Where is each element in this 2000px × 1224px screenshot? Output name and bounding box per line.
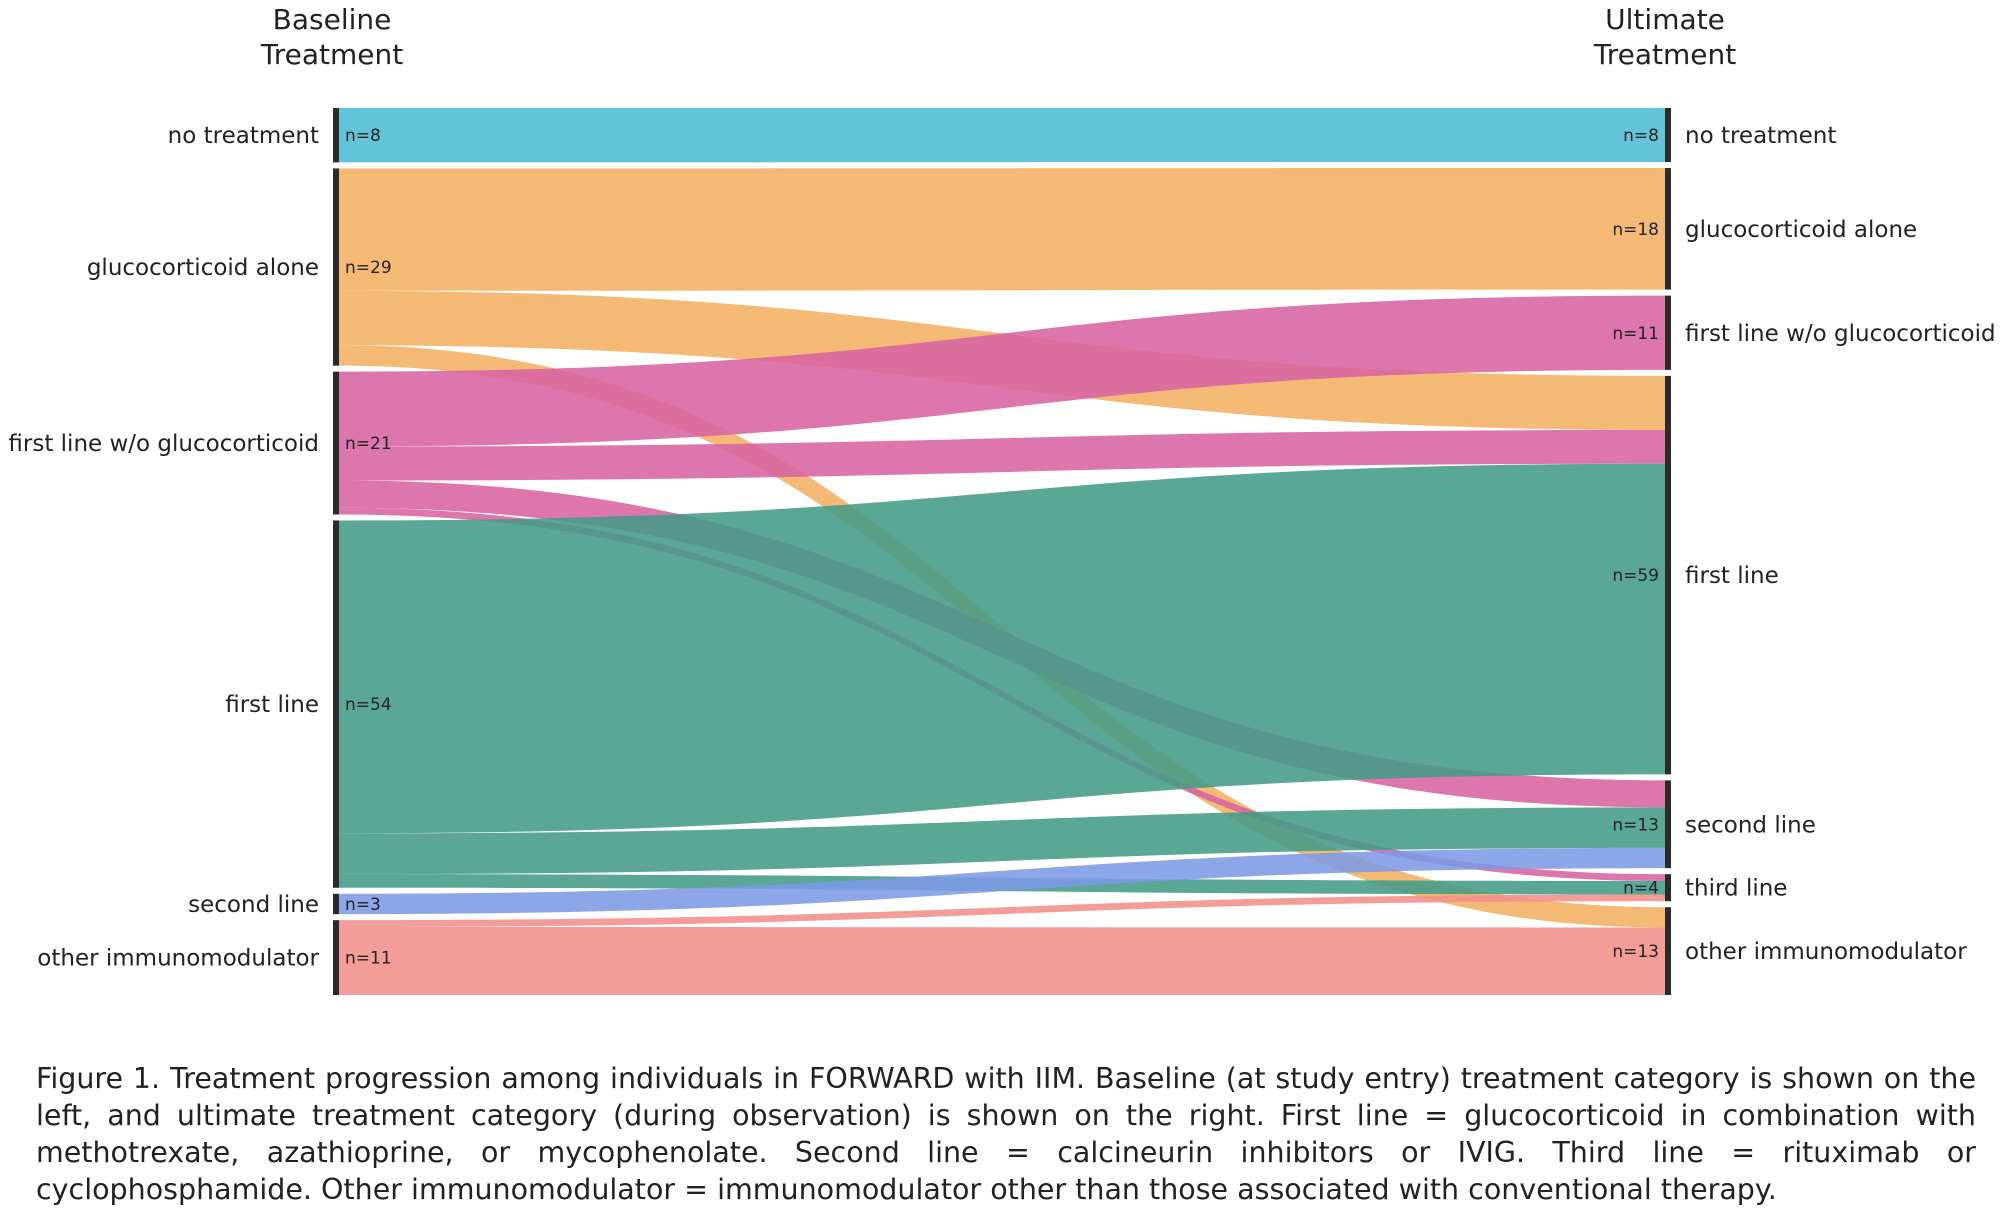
flow-first-line-w-o-glucocorticoid-to-first-line <box>339 429 1665 481</box>
flow-glucocorticoid-alone-to-glucocorticoid-alone <box>339 168 1665 291</box>
right-node-bar-glucocorticoid-alone <box>1665 168 1671 290</box>
left-node-label-no-treatment: no treatment <box>168 123 319 149</box>
right-title-line-2: Treatment <box>1593 38 1736 71</box>
flow-second-line-to-second-line <box>339 847 1665 915</box>
sankey-figure: Baseline Treatment Ultimate Treatment no… <box>8 3 1996 1206</box>
left-node-label-other-immunomodulator: other immunomodulator <box>37 946 319 972</box>
right-node-label-third-line: third line <box>1685 876 1787 902</box>
left-node-count-second-line: n=3 <box>345 895 381 915</box>
right-node-count-other-immunomodulator: n=13 <box>1612 942 1659 962</box>
left-node-count-first-line: n=54 <box>345 695 392 715</box>
right-node-count-second-line: n=13 <box>1612 815 1659 835</box>
flow-other-immunomodulator-to-other-immunomodulator <box>339 926 1665 995</box>
left-node-count-glucocorticoid-alone: n=29 <box>345 258 392 278</box>
figure-caption: Figure 1. Treatment progression among in… <box>36 1062 1976 1206</box>
left-node-label-second-line: second line <box>188 892 319 918</box>
left-node-label-first-line-w-o-glucocorticoid: first line w/o glucocorticoid <box>8 431 319 457</box>
right-node-label-other-immunomodulator: other immunomodulator <box>1685 939 1967 965</box>
left-node-label-first-line: first line <box>225 692 319 718</box>
left-node-count-other-immunomodulator: n=11 <box>345 949 392 969</box>
right-node-label-first-line: first line <box>1685 563 1779 589</box>
right-node-bar-third-line <box>1665 874 1671 902</box>
left-node-bar-second-line <box>333 893 339 915</box>
right-node-bar-second-line <box>1665 780 1671 869</box>
flow-first-line-to-first-line <box>339 463 1665 834</box>
flow-first-line-to-second-line <box>339 807 1665 875</box>
right-node-label-glucocorticoid-alone: glucocorticoid alone <box>1685 217 1917 243</box>
right-node-count-first-line: n=59 <box>1612 566 1659 586</box>
right-node-bar-no-treatment <box>1665 108 1671 163</box>
left-node-bar-glucocorticoid-alone <box>333 168 339 366</box>
right-node-bar-first-line <box>1665 375 1671 775</box>
left-node-bar-first-line-w-o-glucocorticoid <box>333 371 339 515</box>
left-node-count-no-treatment: n=8 <box>345 126 381 146</box>
right-node-label-second-line: second line <box>1685 812 1816 838</box>
right-node-label-no-treatment: no treatment <box>1685 123 1836 149</box>
left-node-bar-other-immunomodulator <box>333 920 339 995</box>
left-title-line-1: Baseline <box>273 3 392 36</box>
right-node-count-glucocorticoid-alone: n=18 <box>1612 220 1659 240</box>
right-node-bar-other-immunomodulator <box>1665 907 1671 995</box>
right-node-count-no-treatment: n=8 <box>1623 126 1659 146</box>
sankey-chart: Baseline Treatment Ultimate Treatment no… <box>8 3 1996 995</box>
left-node-bar-first-line <box>333 520 339 888</box>
right-title-line-1: Ultimate <box>1605 3 1725 36</box>
flow-other-immunomodulator-to-third-line <box>339 894 1665 927</box>
left-node-bar-no-treatment <box>333 108 339 163</box>
left-node-label-glucocorticoid-alone: glucocorticoid alone <box>87 255 319 281</box>
flow-first-line-w-o-glucocorticoid-to-first-line-w-o-glucocorticoid <box>339 295 1665 447</box>
right-node-count-third-line: n=4 <box>1623 879 1659 899</box>
left-node-count-first-line-w-o-glucocorticoid: n=21 <box>345 434 392 454</box>
right-node-count-first-line-w-o-glucocorticoid: n=11 <box>1612 324 1659 344</box>
left-title-line-2: Treatment <box>260 38 403 71</box>
flow-no-treatment-to-no-treatment <box>339 108 1665 163</box>
right-node-label-first-line-w-o-glucocorticoid: first line w/o glucocorticoid <box>1685 321 1996 347</box>
right-node-bar-first-line-w-o-glucocorticoid <box>1665 295 1671 370</box>
